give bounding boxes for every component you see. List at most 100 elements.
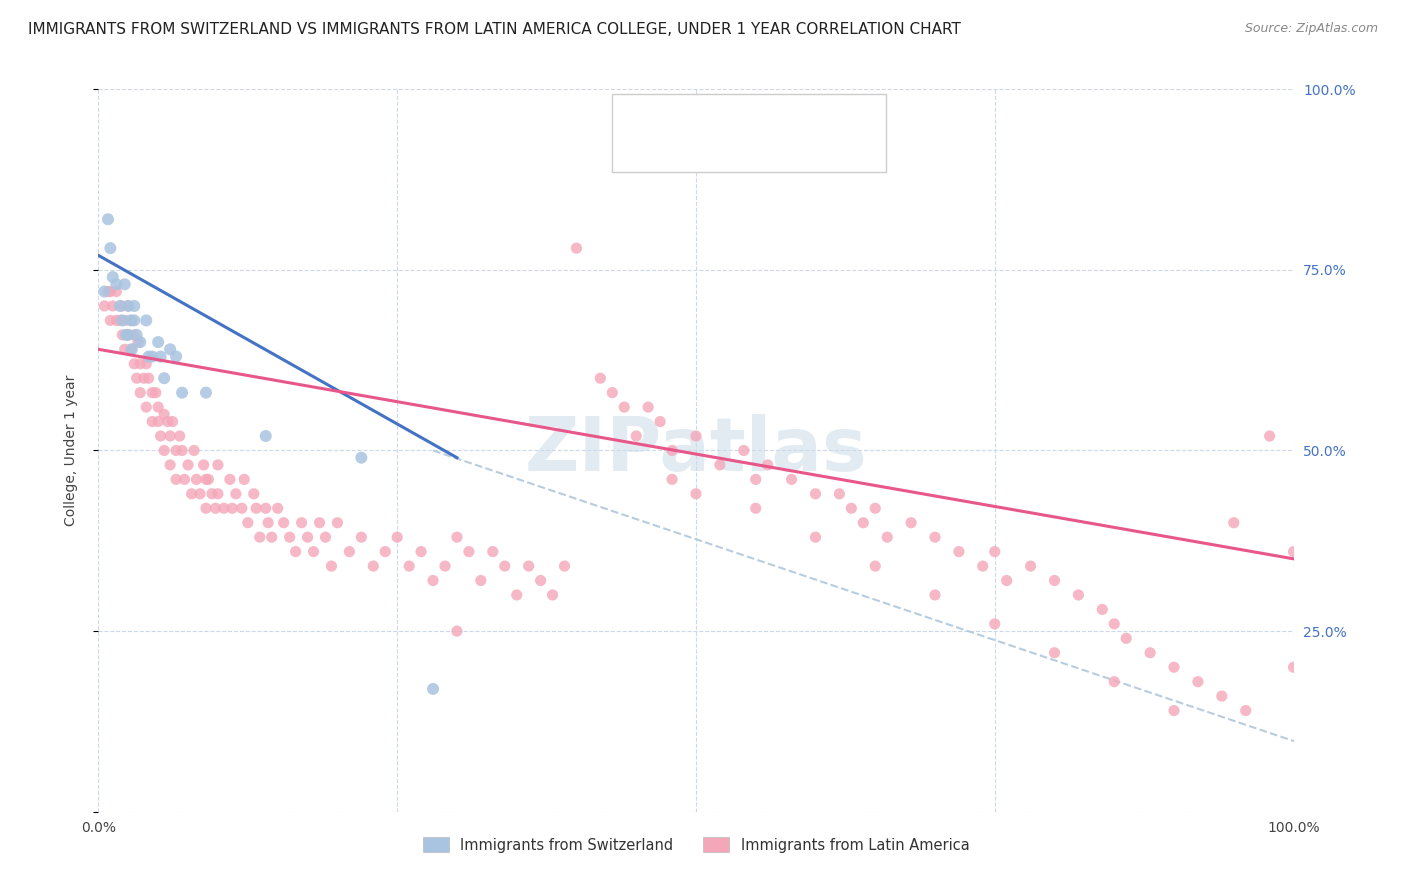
Point (900, 516, 922, 530)
Point (1187, 674, 1209, 689)
Point (162, 415, 184, 429)
Point (363, 559, 385, 574)
Text: 30: 30 (790, 112, 811, 128)
Point (105, 277, 128, 292)
Point (159, 343, 181, 357)
Point (233, 472, 256, 486)
Point (972, 559, 994, 574)
Point (105, 313, 128, 327)
Point (135, 313, 157, 327)
Point (1115, 632, 1137, 646)
Text: Source: ZipAtlas.com: Source: ZipAtlas.com (1244, 22, 1378, 36)
Point (1067, 588, 1090, 602)
Point (135, 357, 157, 371)
Text: ZIPatlas: ZIPatlas (524, 414, 868, 487)
Point (1234, 704, 1257, 718)
Point (852, 516, 875, 530)
Point (114, 313, 136, 327)
Point (188, 487, 211, 501)
Point (297, 530, 319, 544)
Point (685, 429, 707, 443)
Point (446, 624, 468, 639)
Text: N =: N = (759, 112, 793, 128)
Point (121, 343, 143, 357)
Point (117, 327, 139, 342)
Point (494, 559, 516, 574)
Point (165, 443, 187, 458)
Point (804, 530, 827, 544)
Point (422, 681, 444, 696)
Point (554, 559, 576, 574)
Point (98, 285, 122, 299)
Point (145, 385, 167, 400)
Point (186, 472, 208, 486)
Point (1282, 544, 1305, 558)
Point (201, 487, 224, 501)
Point (204, 501, 226, 516)
Point (756, 458, 779, 472)
Point (149, 429, 172, 443)
Point (148, 334, 170, 349)
Point (97, 285, 120, 299)
Point (114, 343, 136, 357)
Point (841, 501, 863, 516)
Point (602, 385, 624, 400)
Point (481, 544, 505, 558)
Point (111, 299, 134, 313)
Point (138, 350, 160, 364)
Point (308, 516, 330, 530)
Point (1104, 674, 1126, 689)
Point (260, 530, 283, 544)
Point (148, 400, 170, 414)
Point (148, 415, 170, 429)
Point (876, 530, 898, 544)
Point (117, 299, 139, 313)
Point (105, 285, 128, 299)
Point (159, 458, 181, 472)
Point (249, 530, 271, 544)
Point (195, 472, 218, 486)
Point (385, 530, 409, 544)
Point (98, 313, 122, 327)
Text: R =: R = (665, 112, 699, 128)
Point (411, 544, 433, 558)
Point (195, 501, 218, 516)
Point (172, 443, 194, 458)
Point (101, 299, 124, 313)
Point (278, 530, 301, 544)
Point (183, 443, 205, 458)
Point (169, 429, 191, 443)
Point (924, 530, 946, 544)
Point (129, 385, 152, 400)
Point (141, 385, 163, 400)
Point (565, 241, 588, 255)
Point (101, 270, 124, 285)
Text: 151: 151 (790, 146, 821, 161)
Point (291, 516, 314, 530)
Point (374, 544, 396, 558)
Point (637, 400, 659, 414)
Point (125, 327, 148, 342)
Point (124, 313, 146, 327)
Point (530, 574, 553, 588)
Point (1282, 660, 1305, 674)
Point (984, 616, 1007, 631)
Point (219, 472, 242, 486)
Point (149, 350, 172, 364)
Point (302, 544, 325, 558)
Point (984, 544, 1007, 558)
Point (254, 429, 277, 443)
Point (267, 501, 290, 516)
Point (124, 327, 146, 342)
Point (506, 588, 529, 602)
Point (326, 516, 349, 530)
Point (124, 357, 146, 371)
Point (517, 559, 540, 574)
Point (120, 343, 142, 357)
Point (804, 487, 827, 501)
Point (125, 371, 148, 385)
Point (111, 327, 134, 342)
Point (828, 487, 851, 501)
Point (1223, 516, 1246, 530)
Point (709, 458, 731, 472)
